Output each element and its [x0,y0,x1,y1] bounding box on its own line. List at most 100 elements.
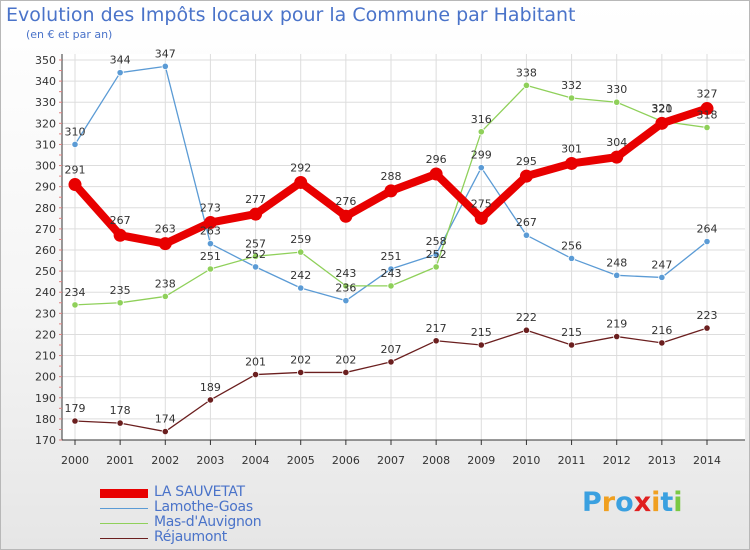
x-tick-label: 2000 [61,454,89,467]
data-point [294,175,308,189]
data-point [387,282,395,290]
data-point [477,341,485,349]
data-point [522,231,531,239]
data-point [71,140,79,149]
data-label: 258 [426,235,447,248]
proxiti-logo: Proxiti [582,487,683,518]
data-label: 295 [516,155,537,168]
data-point [700,102,714,116]
x-tick-label: 2014 [693,454,721,467]
data-point [203,216,217,230]
data-point [339,209,353,223]
legend-swatch [100,523,148,524]
data-label: 316 [471,113,492,126]
data-label: 257 [245,237,266,250]
legend-label: Lamothe-Goas [154,499,253,515]
legend-swatch [100,508,148,509]
data-point [567,254,576,263]
y-tick-label: 250 [35,265,56,278]
data-point [387,265,395,273]
x-tick-label: 2006 [332,454,360,467]
data-label: 264 [697,223,718,236]
data-label: 330 [606,83,627,96]
data-point [519,169,533,183]
data-point [429,167,443,181]
data-label: 251 [381,250,402,263]
data-label: 327 [697,88,718,101]
logo-letter: t [660,487,674,518]
data-label: 296 [426,153,447,166]
data-label: 234 [65,286,86,299]
data-point [68,178,82,192]
y-tick-label: 260 [35,244,56,257]
data-label: 332 [561,79,582,92]
data-point [522,81,531,89]
y-tick-label: 330 [35,96,56,109]
data-label: 248 [606,256,627,269]
x-tick-label: 2011 [558,454,586,467]
data-label: 217 [426,322,447,335]
y-tick-label: 340 [35,75,56,88]
data-label: 252 [426,248,447,261]
y-tick-label: 240 [35,286,56,299]
data-label: 222 [516,311,537,324]
data-label: 275 [471,197,492,210]
data-point [161,427,169,436]
data-point [251,263,260,271]
data-point [613,98,621,106]
data-label: 242 [290,269,311,282]
logo-letter: i [651,487,661,518]
legend-label: Mas-d'Auvignon [154,514,262,530]
data-label: 252 [245,248,266,261]
data-label: 216 [651,324,672,337]
chart-subtitle: (en € et par an) [26,28,113,41]
data-point [71,417,79,425]
data-point [116,419,124,427]
data-point [613,271,621,279]
data-label: 263 [200,225,221,238]
data-point [522,326,531,334]
y-tick-label: 320 [35,117,56,130]
data-point [113,228,127,242]
data-label: 207 [381,343,402,356]
data-point [206,265,215,273]
data-point [432,250,440,258]
data-label: 238 [155,277,176,290]
legend-swatch [100,538,148,539]
y-tick-label: 210 [35,350,56,363]
data-label: 304 [606,136,627,149]
data-point [477,128,485,136]
data-point [206,240,215,248]
data-point [249,207,263,221]
data-label: 215 [471,326,492,339]
data-point [342,368,350,377]
data-label: 243 [381,267,402,280]
data-point [567,341,576,349]
x-tick-label: 2004 [242,454,270,467]
logo-letter: i [673,487,683,518]
data-point [387,358,395,366]
data-label: 320 [651,102,672,115]
y-tick-label: 220 [35,328,56,341]
data-point [474,211,488,225]
data-point [658,273,666,282]
y-tick-label: 190 [35,392,56,405]
data-point [297,248,305,256]
data-point [342,282,350,290]
data-label: 201 [245,356,266,369]
data-label: 219 [606,318,627,331]
data-label: 247 [651,258,672,271]
data-point [658,339,666,347]
data-point [432,263,440,271]
data-label: 321 [651,102,672,115]
x-tick-label: 2009 [467,454,495,467]
y-tick-label: 170 [35,434,56,447]
data-point [71,301,79,309]
data-label: 178 [110,404,131,417]
x-tick-label: 2002 [151,454,179,467]
y-tick-label: 230 [35,307,56,320]
data-point [116,299,124,307]
x-tick-label: 2007 [377,454,405,467]
plot-area [62,54,745,440]
